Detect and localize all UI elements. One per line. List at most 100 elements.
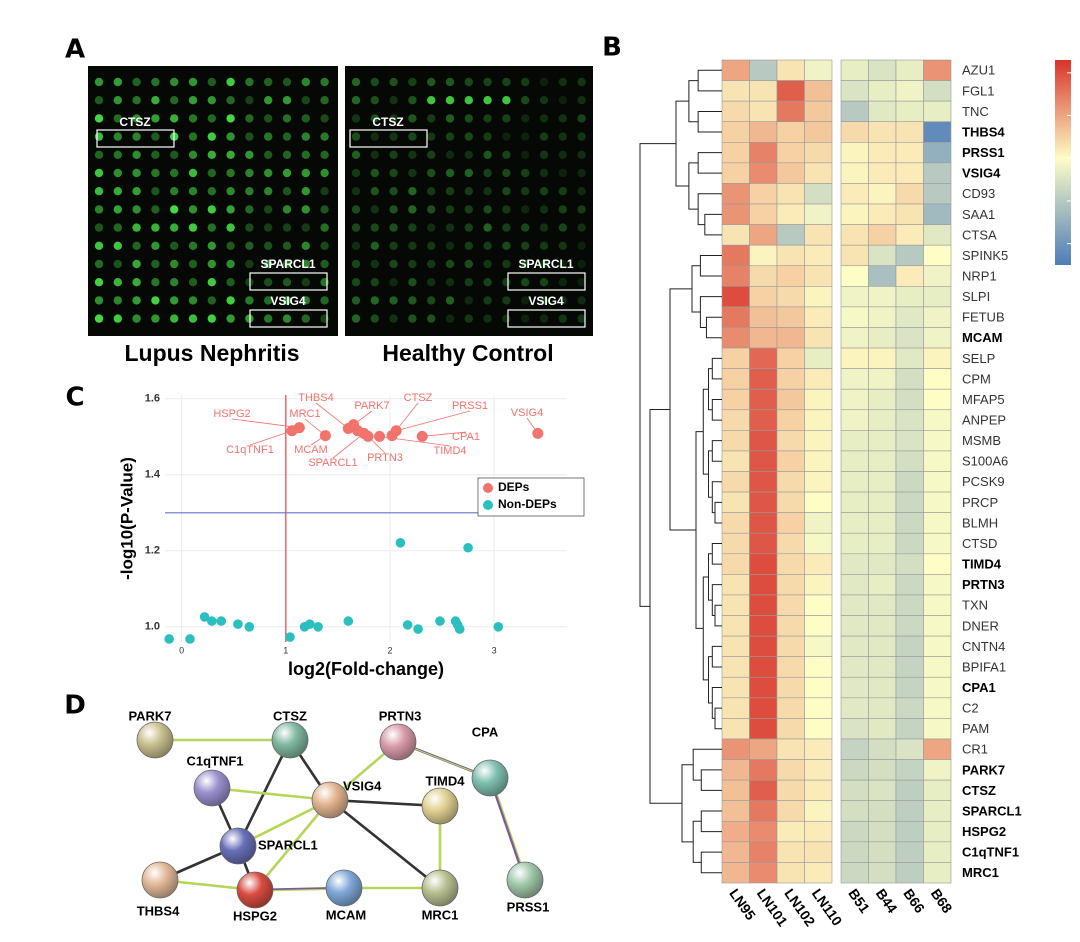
spot [301, 259, 310, 269]
heat-cell [721, 244, 750, 267]
spot [132, 241, 141, 250]
spot [445, 314, 455, 323]
heat-cell [804, 759, 833, 781]
heat-cell [895, 471, 924, 493]
heat-cell [749, 491, 778, 513]
spot [370, 205, 379, 214]
spot [502, 77, 511, 87]
heat-cell [840, 779, 869, 802]
spot [170, 168, 179, 178]
heat-cell [804, 471, 833, 493]
row-label: THBS4 [962, 124, 1005, 139]
heat-cell [923, 430, 952, 452]
heat-cell [840, 327, 869, 349]
heat-cell [840, 676, 869, 699]
heat-cell [721, 265, 750, 287]
heat-cell [749, 430, 778, 452]
dendrogram-branch [704, 213, 722, 236]
heat-cell [804, 718, 833, 740]
spot [408, 96, 417, 105]
spot [521, 296, 530, 305]
row-label: S100A6 [962, 454, 1008, 469]
node-label: C1qTNF1 [186, 753, 243, 768]
heat-cell [840, 142, 869, 164]
spot [577, 114, 586, 123]
spot [264, 241, 273, 250]
heat-cell [840, 450, 869, 472]
spot [188, 241, 198, 250]
spot [94, 314, 104, 323]
heat-cell [721, 656, 750, 678]
heat-cell [840, 820, 869, 843]
spot [408, 205, 417, 214]
heat-cell [895, 512, 924, 534]
heat-cell [804, 327, 833, 349]
heat-cell [895, 574, 924, 596]
image-label: Healthy Control [382, 340, 553, 366]
heat-cell [721, 491, 750, 513]
heat-cell [749, 512, 778, 534]
node-label: PARK7 [128, 708, 171, 723]
spot [170, 296, 179, 305]
heat-cell [840, 286, 869, 308]
heat-cell [776, 183, 805, 205]
spot [558, 168, 567, 178]
spot [188, 205, 198, 214]
spot [577, 187, 586, 196]
spot [558, 296, 567, 305]
row-label: C1qTNF1 [962, 845, 1019, 860]
column-label: B44 [873, 886, 901, 916]
column-label: B66 [900, 886, 928, 916]
spot [464, 296, 473, 305]
heat-cell [776, 841, 805, 863]
network-node [506, 861, 544, 899]
spot [320, 114, 329, 123]
heat-cell [868, 224, 897, 246]
heat-cell [804, 491, 833, 513]
heat-cell [923, 594, 952, 616]
point [493, 622, 504, 632]
spot [151, 241, 160, 250]
spot [282, 296, 292, 305]
spot [427, 114, 436, 123]
heat-cell [868, 697, 897, 719]
spot [427, 259, 436, 269]
heat-cell [923, 718, 952, 740]
heat-cell [749, 409, 778, 431]
heat-cell [804, 286, 833, 308]
heat-cell [776, 244, 805, 267]
spot [188, 77, 198, 87]
spot [282, 114, 292, 123]
heat-cell [804, 676, 833, 699]
spot [370, 96, 379, 105]
row-label: SPINK5 [962, 248, 1008, 263]
dendrogram-branch [688, 80, 699, 123]
spot [226, 77, 235, 87]
spot [521, 259, 530, 269]
heat-cell [776, 306, 805, 328]
spot [282, 314, 292, 323]
spot [502, 96, 511, 105]
heat-cell [749, 656, 778, 678]
heat-cell [868, 491, 897, 513]
heat-cell [749, 471, 778, 493]
spot [502, 150, 511, 159]
array-image [88, 66, 338, 336]
heat-cell [895, 100, 924, 123]
heat-cell [868, 718, 897, 740]
spot [502, 132, 511, 141]
heat-cell [804, 738, 833, 760]
heat-cell [776, 286, 805, 308]
dendrogram-branch [699, 254, 722, 277]
spot [351, 223, 361, 232]
spot [521, 314, 530, 323]
heat-cell [895, 532, 924, 555]
spot [151, 314, 160, 323]
point [343, 616, 354, 626]
heat-cell [749, 594, 778, 616]
leader-line [249, 430, 293, 446]
heat-cell [923, 656, 952, 678]
spot [113, 77, 123, 87]
network-node [236, 871, 274, 909]
node-label: THBS4 [137, 903, 180, 918]
